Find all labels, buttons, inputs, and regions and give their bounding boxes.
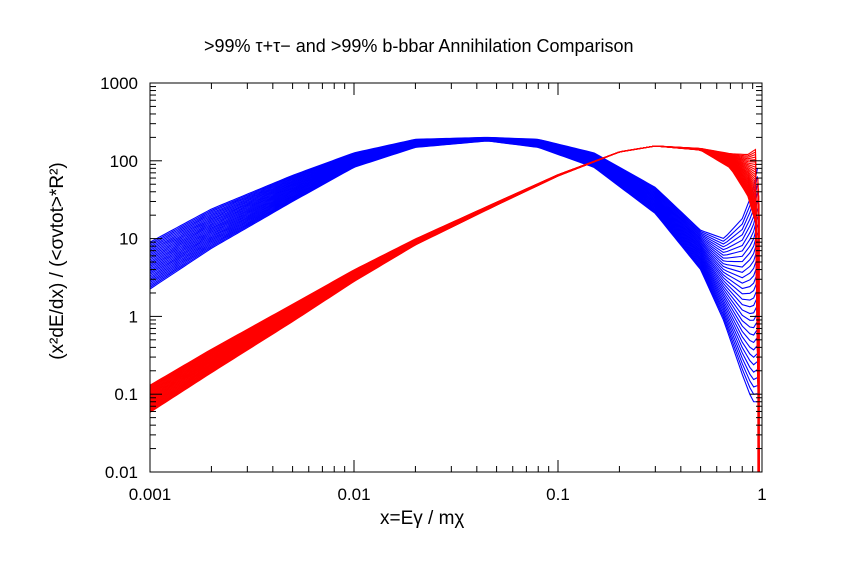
- x-tick-label: 0.01: [337, 485, 370, 504]
- series-1-line-25: [149, 145, 760, 473]
- series-0-line-10: [149, 139, 758, 329]
- series-1-line-28: [149, 145, 760, 473]
- series-0-line-0: [149, 140, 758, 403]
- series-1-line-17: [149, 145, 760, 473]
- y-tick-label: 100: [110, 152, 138, 171]
- series-1-line-5: [149, 145, 760, 473]
- series-0-line-5: [149, 139, 758, 366]
- series-0-line-25: [149, 137, 758, 251]
- series-1-line-27: [149, 145, 760, 473]
- series-1-line-23: [149, 145, 760, 473]
- x-axis-label: x=Eγ / mχ: [380, 508, 465, 529]
- y-axis-label: (x²dE/dx) / (<σvtot>*R²): [47, 162, 68, 360]
- series-1-line-12: [149, 145, 760, 473]
- series-1-line-11: [149, 145, 760, 473]
- y-tick-label: 1: [129, 307, 138, 326]
- series-1-line-8: [149, 145, 760, 473]
- series-0-line-9: [149, 139, 758, 336]
- series-1-line-18: [149, 145, 760, 473]
- series-1-line-7: [149, 145, 760, 473]
- series-0-line-8: [149, 139, 758, 344]
- series-0-line-29: [149, 136, 758, 243]
- x-tick-label: 1: [757, 485, 766, 504]
- series-1-line-19: [149, 145, 760, 473]
- series-1-line-4: [149, 145, 760, 473]
- series-1-line-21: [149, 145, 760, 473]
- plot-frame: [149, 82, 763, 473]
- y-tick-label: 1000: [100, 74, 138, 93]
- series-1-line-22: [149, 145, 760, 473]
- series-1-line-10: [149, 145, 760, 473]
- series-1-line-24: [149, 145, 760, 473]
- series-1-line-0: [149, 145, 760, 473]
- series-1-line-16: [149, 145, 760, 473]
- series-1-line-9: [149, 145, 760, 473]
- series-1-line-13: [149, 145, 760, 473]
- series-1-line-15: [149, 145, 760, 473]
- y-tick-label: 0.01: [105, 463, 138, 482]
- y-tick-label: 10: [119, 230, 138, 249]
- series-1-line-1: [149, 145, 760, 473]
- series-0-line-7: [149, 139, 758, 351]
- series-1-line-29: [149, 145, 760, 473]
- series-1-line-20: [149, 145, 760, 473]
- series-0-line-6: [149, 139, 758, 359]
- series-1-line-14: [149, 145, 760, 473]
- x-tick-label: 0.1: [546, 485, 570, 504]
- series-1-line-26: [149, 145, 760, 473]
- series-1-line-2: [149, 145, 760, 473]
- y-tick-label: 0.1: [114, 385, 138, 404]
- x-tick-label: 0.001: [129, 485, 172, 504]
- series-0-line-1: [149, 140, 758, 395]
- series-0-line-24: [149, 137, 758, 254]
- series-1-line-6: [149, 145, 760, 473]
- chart-title-text: >99% τ+τ− and >99% b-bbar Annihilation C…: [204, 36, 634, 56]
- series-1-line-3: [149, 145, 760, 473]
